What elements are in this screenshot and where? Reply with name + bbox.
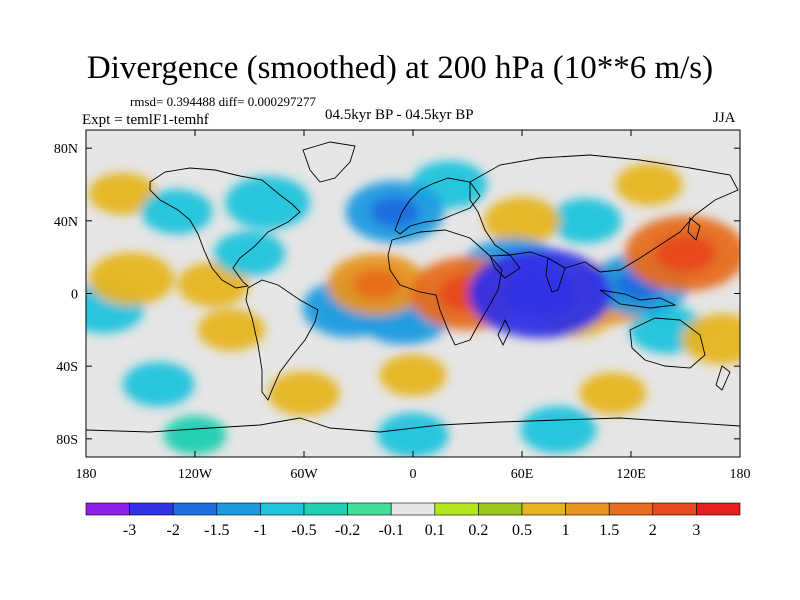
x-tick-label: 0 bbox=[410, 467, 417, 482]
coast-japan bbox=[687, 217, 701, 241]
field-anomaly bbox=[225, 176, 311, 230]
season-label: JJA bbox=[713, 110, 736, 126]
colorbar-swatch bbox=[390, 502, 436, 516]
colorbar-label: -2 bbox=[167, 522, 180, 539]
coast-africa bbox=[387, 229, 503, 346]
field-anomaly bbox=[268, 371, 340, 416]
colorbar-label: 1 bbox=[562, 522, 570, 539]
period-label: 04.5kyr BP - 04.5kyr BP bbox=[325, 107, 474, 123]
field-anomaly bbox=[520, 405, 597, 454]
field-anomaly bbox=[88, 252, 174, 306]
y-tick-label: 0 bbox=[71, 288, 78, 303]
field-anomaly bbox=[213, 231, 286, 276]
colorbar-label: -0.2 bbox=[335, 522, 360, 539]
coast-asia bbox=[469, 154, 739, 273]
field-anomaly-core bbox=[352, 269, 402, 300]
field-anomaly-core bbox=[504, 271, 577, 316]
coast-arabia bbox=[489, 254, 521, 279]
stats-label: rmsd= 0.394488 diff= 0.000297277 bbox=[130, 94, 316, 109]
field-anomaly bbox=[549, 198, 622, 244]
x-tick-label: 180 bbox=[76, 467, 97, 482]
colorbar-label: 0.5 bbox=[512, 522, 532, 539]
y-tick-label: 40S bbox=[56, 360, 78, 375]
experiment-label: Expt = temlF1-temhf bbox=[82, 112, 209, 128]
colorbar-swatch bbox=[216, 502, 261, 516]
field-anomaly bbox=[681, 313, 740, 365]
colorbar-label: -0.1 bbox=[379, 522, 404, 539]
colorbar-swatch bbox=[303, 502, 348, 516]
field-anomaly bbox=[140, 189, 213, 235]
colorbar-swatch bbox=[434, 502, 479, 516]
field-anomaly bbox=[379, 354, 447, 397]
coast-indonesia bbox=[599, 289, 677, 309]
coast-antarctica bbox=[86, 417, 740, 433]
coast-australia bbox=[629, 317, 706, 369]
field-anomaly bbox=[615, 163, 683, 206]
colorbar-swatch bbox=[608, 502, 654, 516]
colorbar-label: 0.2 bbox=[468, 522, 488, 539]
y-tick-label: 80S bbox=[56, 433, 78, 448]
colorbar-label: 2 bbox=[649, 522, 657, 539]
coast-europe bbox=[394, 177, 481, 235]
x-tick-label: 60W bbox=[290, 467, 318, 482]
colorbar-swatch bbox=[696, 502, 741, 516]
coast-madagascar bbox=[497, 318, 511, 347]
x-tick-label: 60E bbox=[511, 467, 534, 482]
field-anomaly-core bbox=[370, 196, 420, 228]
colorbar-swatch bbox=[478, 502, 523, 516]
colorbar-swatch bbox=[172, 502, 218, 516]
colorbar-swatch bbox=[521, 502, 566, 516]
chart-title: Divergence (smoothed) at 200 hPa (10**6 … bbox=[86, 50, 714, 86]
field-layer bbox=[86, 130, 740, 457]
coast-india bbox=[545, 257, 566, 293]
colorbar-label: -1 bbox=[254, 522, 267, 539]
field-anomaly bbox=[88, 172, 156, 215]
field-anomaly bbox=[579, 372, 647, 415]
colorbar-label: 3 bbox=[692, 522, 700, 539]
colorbar: -3 -2 -1.5 -1 -0.5 -0.2 -0.1 0.1 0.2 0.5 1 1.5 2 3 bbox=[85, 502, 741, 539]
axis-ticks: 180 120W 60W 0 60E 120E 180 80N 40N 0 40S 80S bbox=[54, 130, 751, 482]
x-tick-label: 120E bbox=[616, 467, 646, 482]
colorbar-label: 0.1 bbox=[425, 522, 445, 539]
field-anomaly bbox=[163, 415, 227, 455]
colorbar-label: -3 bbox=[123, 522, 136, 539]
colorbar-label: -0.5 bbox=[291, 522, 316, 539]
coastlines bbox=[86, 141, 740, 433]
field-anomaly-core bbox=[655, 234, 716, 273]
colorbar-swatch bbox=[260, 502, 305, 516]
colorbar-swatch bbox=[347, 502, 392, 516]
field-anomaly bbox=[122, 361, 195, 407]
field-anomaly bbox=[377, 412, 449, 457]
coast-new-zealand bbox=[715, 365, 731, 391]
colorbar-label: -1.5 bbox=[204, 522, 229, 539]
x-tick-label: 180 bbox=[730, 467, 751, 482]
y-tick-label: 40N bbox=[54, 215, 78, 230]
colorbar-swatch bbox=[129, 502, 174, 516]
field-anomaly bbox=[177, 262, 250, 307]
coast-north-america bbox=[149, 167, 301, 289]
colorbar-swatch bbox=[85, 502, 130, 516]
coast-south-america bbox=[245, 279, 319, 401]
coast-greenland bbox=[302, 141, 356, 183]
colorbar-swatch bbox=[565, 502, 610, 516]
field-anomaly bbox=[483, 197, 561, 245]
y-tick-label: 80N bbox=[54, 142, 78, 157]
colorbar-swatch bbox=[652, 502, 697, 516]
colorbar-label: 1.5 bbox=[599, 522, 619, 539]
x-tick-label: 120W bbox=[178, 467, 213, 482]
field-anomaly bbox=[197, 308, 265, 351]
